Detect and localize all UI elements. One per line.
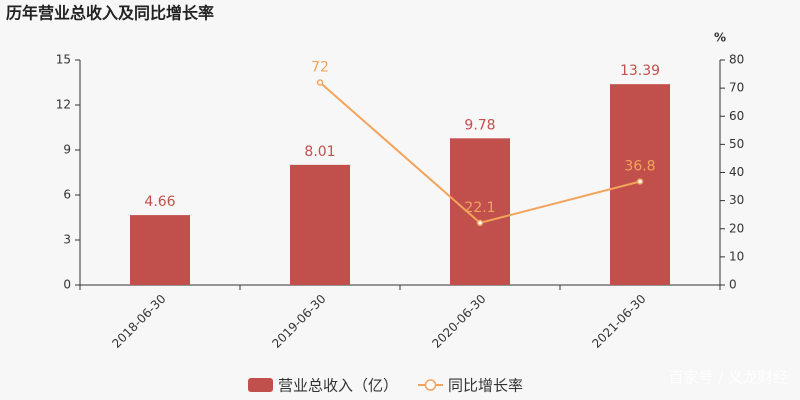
line-value-label: 22.1 bbox=[464, 200, 495, 216]
line-value-label: 72 bbox=[311, 60, 329, 76]
line-point bbox=[476, 219, 484, 227]
y-tick-label: 12 bbox=[56, 98, 71, 112]
y-tick-label: 15 bbox=[56, 53, 71, 67]
y-tick-label: 0 bbox=[63, 278, 71, 292]
bar-value-label: 9.78 bbox=[464, 117, 495, 133]
line-point bbox=[636, 178, 644, 185]
y2-tick-label: 30 bbox=[729, 193, 744, 207]
legend-label: 同比增长率 bbox=[448, 377, 523, 395]
chart-title: 历年营业总收入及同比增长率 bbox=[6, 4, 214, 23]
bar-value-label: 13.39 bbox=[620, 63, 660, 79]
y2-tick-label: 10 bbox=[729, 249, 744, 263]
y2-tick-label: 0 bbox=[729, 278, 737, 292]
bar bbox=[130, 215, 190, 285]
y2-tick-label: 80 bbox=[729, 53, 744, 67]
line-value-label: 36.8 bbox=[624, 159, 655, 175]
y-tick-label: 9 bbox=[63, 143, 71, 157]
y2-axis-label: % bbox=[714, 31, 726, 45]
y2-tick-label: 20 bbox=[729, 221, 744, 235]
bar-value-label: 4.66 bbox=[144, 194, 175, 210]
bar bbox=[290, 164, 350, 285]
y2-tick-label: 50 bbox=[729, 137, 744, 151]
legend-swatch bbox=[424, 379, 437, 391]
y-tick-label: 6 bbox=[63, 188, 71, 202]
y2-tick-label: 40 bbox=[729, 165, 744, 179]
y2-tick-label: 60 bbox=[729, 109, 744, 123]
y2-tick-label: 70 bbox=[729, 81, 744, 95]
line-point bbox=[316, 79, 324, 86]
legend-swatch bbox=[248, 378, 273, 392]
bar bbox=[450, 138, 510, 285]
bar-value-label: 8.01 bbox=[304, 144, 335, 160]
watermark: 百家号 / 义龙财经 bbox=[668, 369, 788, 387]
y-tick-label: 3 bbox=[63, 233, 71, 247]
legend-label: 营业总收入（亿） bbox=[278, 377, 398, 395]
